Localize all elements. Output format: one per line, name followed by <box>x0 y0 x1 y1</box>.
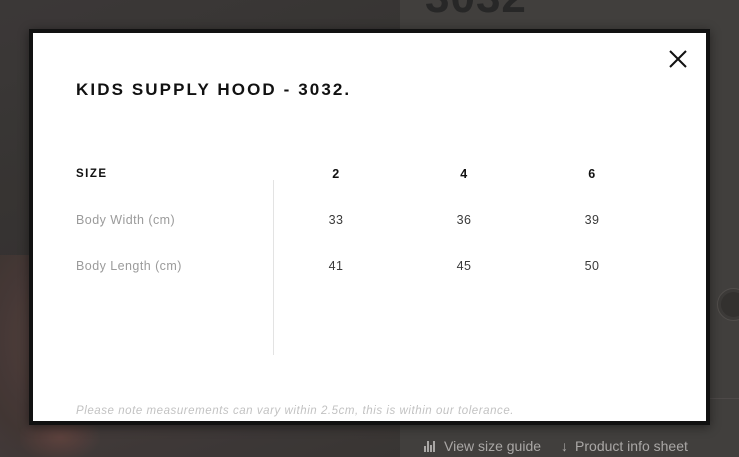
body-width-size-2: 33 <box>328 213 344 227</box>
table-vertical-divider <box>273 180 274 355</box>
table-header-size-6: 6 <box>588 167 596 181</box>
product-info-sheet-label: Product info sheet <box>575 438 688 454</box>
size-chart-table: SIZE 2 4 6 Body Width (cm) 33 36 39 Body… <box>76 151 656 289</box>
body-width-size-4: 36 <box>456 213 472 227</box>
table-header-size-4: 4 <box>460 167 468 181</box>
table-row: Body Length (cm) 41 45 50 <box>76 243 656 289</box>
product-title: 3032 <box>425 0 527 20</box>
modal-title: KIDS SUPPLY HOOD - 3032. <box>76 80 352 99</box>
size-guide-modal: KIDS SUPPLY HOOD - 3032. SIZE 2 4 6 Body… <box>29 29 710 425</box>
view-size-guide-label: View size guide <box>444 438 542 454</box>
table-header-size-2: 2 <box>332 167 340 181</box>
view-size-guide-link[interactable]: View size guide <box>424 438 541 454</box>
body-length-size-2: 41 <box>328 259 344 273</box>
product-links: View size guide ↓ Product info sheet <box>424 438 688 454</box>
body-length-size-6: 50 <box>584 259 600 273</box>
download-arrow-icon: ↓ <box>561 438 569 454</box>
table-header-size: SIZE <box>76 168 108 180</box>
tolerance-note: Please note measurements can vary within… <box>76 405 515 417</box>
table-header-row: SIZE 2 4 6 <box>76 151 656 197</box>
table-row: Body Width (cm) 33 36 39 <box>76 197 656 243</box>
close-icon[interactable] <box>660 41 696 77</box>
size-guide-ruler-icon <box>424 440 437 452</box>
row-label-body-width: Body Width (cm) <box>76 213 176 227</box>
body-width-size-6: 39 <box>584 213 600 227</box>
product-info-sheet-link[interactable]: ↓ Product info sheet <box>561 438 688 454</box>
row-label-body-length: Body Length (cm) <box>76 259 182 273</box>
body-length-size-4: 45 <box>456 259 472 273</box>
